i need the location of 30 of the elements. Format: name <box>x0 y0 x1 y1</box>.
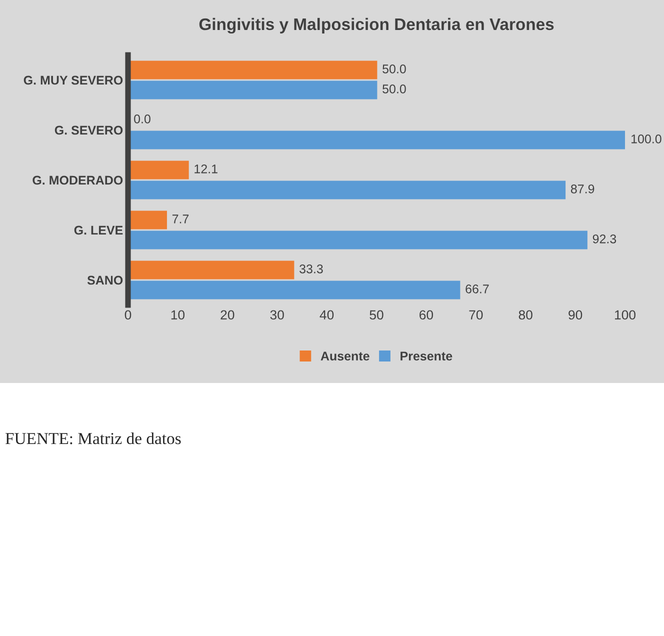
data-label: 100.0 <box>632 134 662 144</box>
x-tick-label: 50 <box>370 310 384 320</box>
data-label: 0.0 <box>134 114 150 124</box>
x-tick-label: 60 <box>420 310 434 320</box>
x-tick-label: 20 <box>220 310 234 320</box>
data-label: 12.1 <box>194 164 218 174</box>
chart-title: Gingivitis y Malposicion Dentaria en Varones <box>199 18 554 34</box>
data-label: 7.7 <box>172 214 189 224</box>
data-label: 33.3 <box>300 264 323 274</box>
x-tick-label: 100 <box>615 310 636 320</box>
data-label: 92.3 <box>592 234 616 244</box>
x-tick-label: 70 <box>469 310 483 320</box>
data-label: 87.9 <box>570 184 594 194</box>
legend-label: Ausente <box>320 352 370 360</box>
y-tick-label: G. MODERADO <box>32 176 123 185</box>
y-tick-label: SANO <box>87 276 123 285</box>
data-label: 66.7 <box>466 284 489 294</box>
legend-label: Presente <box>400 352 452 360</box>
y-tick-label: G. MUY SEVERO <box>24 76 123 85</box>
y-tick-label: G. LEVE <box>74 226 123 235</box>
y-tick-label: G. SEVERO <box>54 126 123 135</box>
x-tick-label: 10 <box>171 310 185 320</box>
x-tick-label: 90 <box>568 310 582 320</box>
x-tick-label: 40 <box>320 310 334 320</box>
x-tick-label: 0 <box>124 310 132 320</box>
data-label: 50.0 <box>382 84 406 94</box>
x-tick-label: 80 <box>518 310 532 320</box>
x-tick-label: 30 <box>270 310 284 320</box>
source-note: FUENTE: Matriz de datos <box>5 432 181 444</box>
data-label: 50.0 <box>382 64 406 74</box>
